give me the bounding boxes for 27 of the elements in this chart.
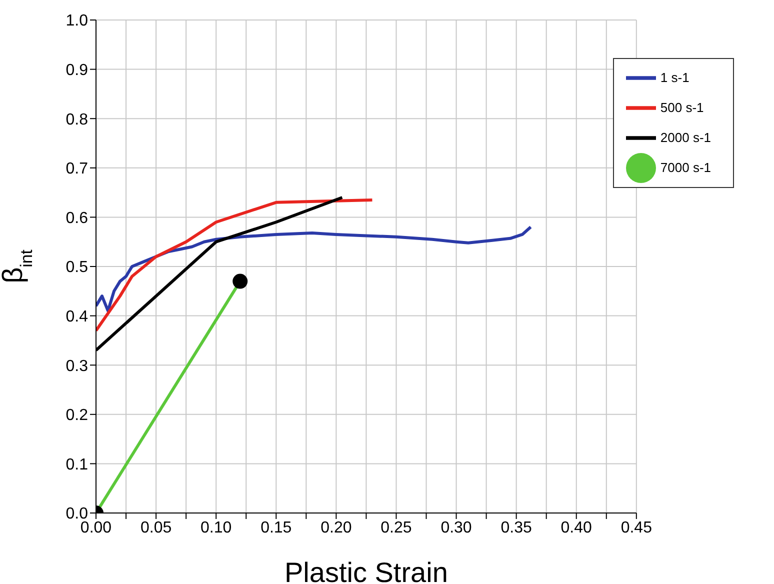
y-tick-label: 0.3 [66, 358, 88, 375]
x-tick-label: 0.20 [320, 519, 352, 536]
x-tick-label: 0.40 [560, 519, 592, 536]
y-tick-label: 0.5 [66, 259, 88, 276]
x-tick-label: 0.45 [620, 519, 652, 536]
y-tick-label: 0.2 [66, 407, 88, 424]
x-tick-label: 0.25 [380, 519, 412, 536]
y-tick-label: 0.8 [66, 111, 88, 128]
y-tick-label: 0.7 [66, 160, 88, 178]
legend-label: 7000 s-1 [660, 160, 711, 175]
legend-label: 500 s-1 [660, 100, 704, 115]
legend-label: 1 s-1 [660, 70, 690, 85]
x-tick-label: 0.30 [440, 519, 472, 536]
y-tick-label: 0.9 [66, 62, 88, 79]
line-series [96, 226, 532, 312]
y-tick-label: 0.6 [66, 210, 88, 227]
y-tick-label: 1.0 [66, 12, 88, 30]
y-tick-label: 0.4 [66, 308, 88, 326]
legend-label: 2000 s-1 [660, 130, 711, 145]
x-tick-label: 0.10 [200, 519, 232, 536]
x-tick-label: 0.00 [80, 519, 112, 536]
line-series [96, 198, 374, 332]
x-tick-label: 0.05 [140, 519, 172, 536]
x-tick-label: 0.15 [260, 519, 292, 536]
x-axis-title: Plastic Strain [284, 557, 448, 584]
y-tick-label: 0.1 [66, 456, 88, 474]
x-tick-label: 0.35 [500, 519, 532, 536]
